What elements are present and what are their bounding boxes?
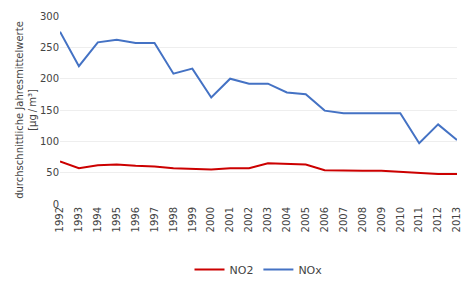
svg-text:2003: 2003: [262, 207, 273, 232]
svg-text:2000: 2000: [205, 207, 216, 232]
svg-text:2004: 2004: [281, 207, 292, 232]
svg-text:1993: 1993: [73, 207, 84, 232]
svg-text:1996: 1996: [130, 207, 141, 232]
svg-text:2011: 2011: [413, 207, 424, 232]
svg-text:durchschnittliche Jahresmittel: durchschnittliche Jahresmittelwerte[μg /…: [14, 21, 38, 199]
svg-text:1995: 1995: [111, 207, 122, 232]
svg-text:2013: 2013: [451, 207, 462, 232]
svg-text:300: 300: [40, 11, 59, 22]
svg-text:2012: 2012: [432, 207, 443, 232]
svg-text:2006: 2006: [319, 207, 330, 232]
svg-text:100: 100: [40, 136, 59, 147]
svg-text:0: 0: [53, 199, 59, 210]
svg-text:2009: 2009: [376, 207, 387, 232]
svg-text:2010: 2010: [395, 207, 406, 232]
svg-text:NO2: NO2: [230, 264, 254, 277]
svg-text:NOx: NOx: [298, 264, 322, 277]
svg-text:2008: 2008: [357, 207, 368, 232]
svg-text:1998: 1998: [168, 207, 179, 232]
svg-text:150: 150: [40, 105, 59, 116]
svg-text:2001: 2001: [224, 207, 235, 232]
svg-text:200: 200: [40, 73, 59, 84]
svg-text:50: 50: [46, 167, 59, 178]
svg-text:2007: 2007: [338, 207, 349, 232]
svg-text:250: 250: [40, 42, 59, 53]
svg-text:1997: 1997: [149, 207, 160, 232]
svg-text:2002: 2002: [243, 207, 254, 232]
svg-text:1992: 1992: [54, 207, 65, 232]
svg-text:2005: 2005: [300, 207, 311, 232]
svg-text:1994: 1994: [92, 207, 103, 232]
svg-text:1999: 1999: [187, 207, 198, 232]
